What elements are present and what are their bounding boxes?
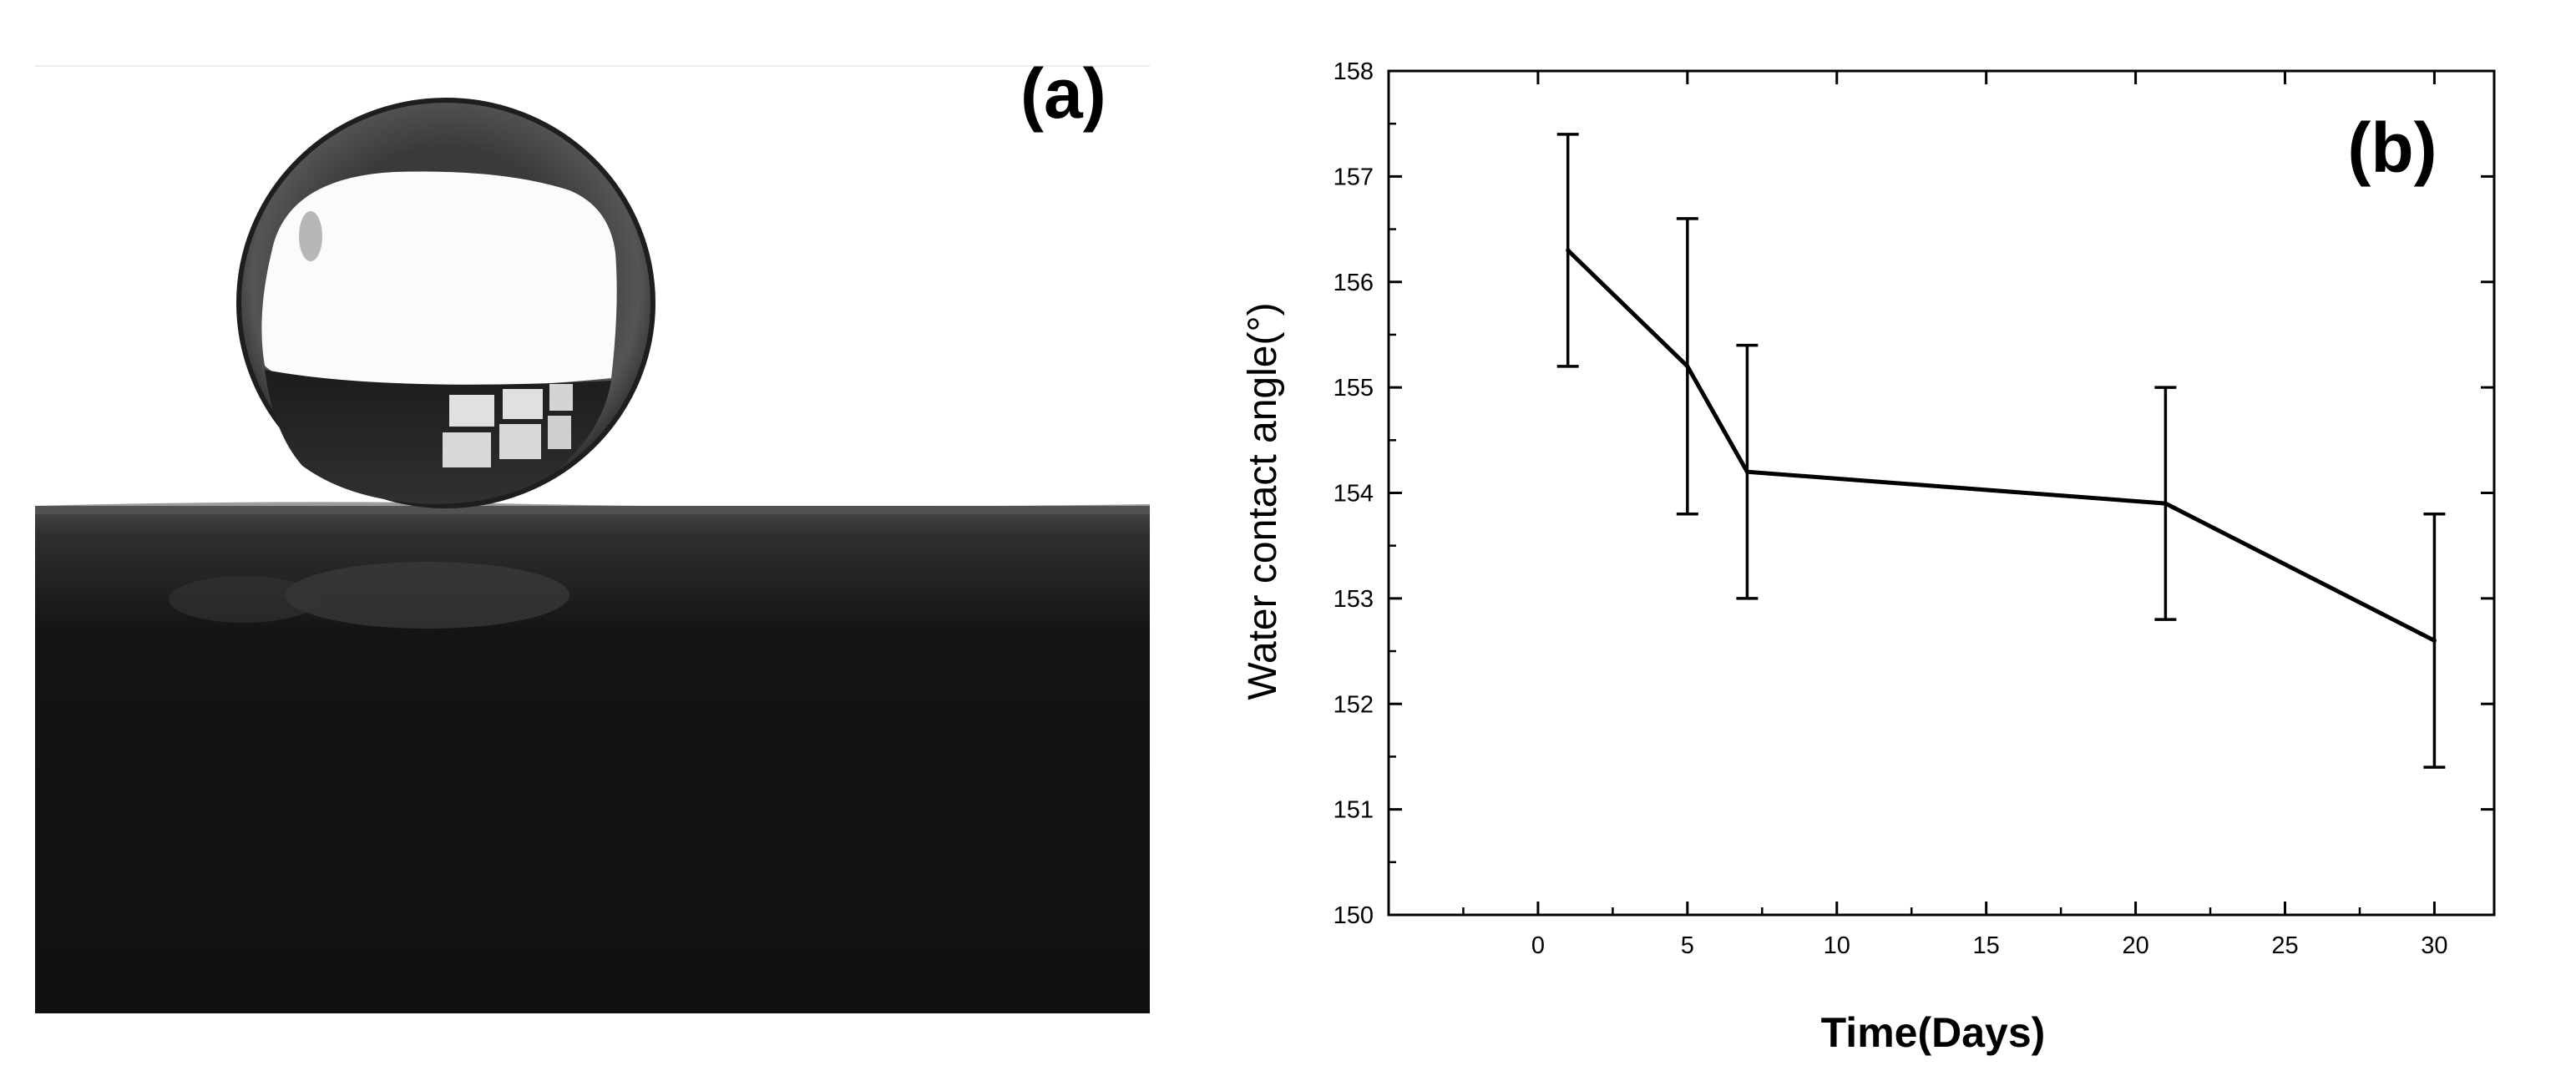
y-tick-label: 154	[1334, 481, 1374, 508]
plot-frame	[1387, 69, 2496, 917]
data-point	[1744, 469, 1749, 474]
y-tick-label: 152	[1334, 691, 1374, 718]
x-tick-label: 5	[1681, 932, 1694, 959]
series-line	[1566, 249, 2436, 643]
data-point	[1685, 364, 1690, 369]
tick-layer: 150 151 152 153 154 155 156 157 158 0 5 10 15 20 25 30	[1334, 58, 2494, 959]
data-point	[2163, 501, 2168, 506]
y-tick-label: 150	[1334, 902, 1374, 929]
y-tick-label: 157	[1334, 164, 1374, 190]
y-tick-label: 158	[1334, 58, 1374, 85]
axes-frame	[1387, 69, 2496, 917]
y-tick-label: 151	[1334, 797, 1374, 824]
x-axis-title: Time(Days)	[1821, 1009, 2046, 1056]
x-tick-label: 10	[1824, 932, 1850, 959]
y-tick-label: 153	[1334, 586, 1374, 613]
panel-label-a: (a)	[1020, 54, 1106, 133]
series-layer	[1556, 133, 2446, 769]
y-tick-label: 155	[1334, 375, 1374, 402]
water-droplet	[236, 98, 655, 508]
y-tick-label: 156	[1334, 270, 1374, 296]
x-tick-label: 20	[2122, 932, 2148, 959]
data-point	[2432, 638, 2437, 643]
data-point	[1566, 248, 1571, 253]
panel-label-b: (b)	[2347, 109, 2437, 187]
x-tick-label: 15	[1973, 932, 2000, 959]
y-axis-title: Water contact angle(°)	[1241, 302, 1285, 700]
x-tick-label: 30	[2421, 932, 2447, 959]
x-tick-label: 25	[2271, 932, 2298, 959]
x-tick-label: 0	[1531, 932, 1545, 959]
droplet-photo	[35, 65, 1150, 1013]
labels-layer: Time(Days) Water contact angle(°) (b)	[1241, 109, 2437, 1056]
